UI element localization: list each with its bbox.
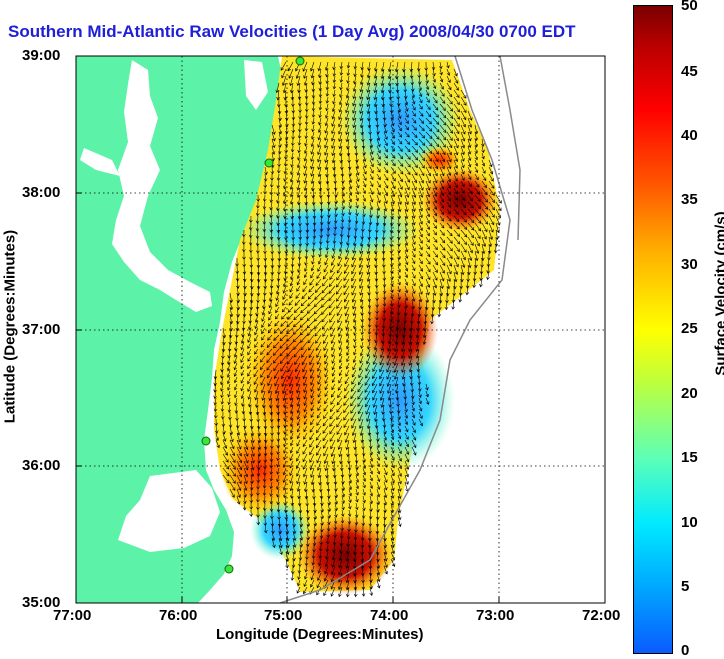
radar-site-marker [295, 56, 305, 66]
low-speed-region [340, 65, 460, 175]
colorbar-tick-label: 5 [681, 578, 690, 595]
high-speed-core [297, 515, 393, 595]
y-tick-label: 37:00 [22, 321, 61, 338]
pamlico-sound [118, 470, 220, 552]
delaware-bay [244, 60, 268, 110]
bathymetry-contour [279, 56, 511, 603]
axis-tick-marks [76, 192, 500, 603]
x-tick-label: 72:00 [582, 607, 621, 624]
chesapeake-bay [112, 60, 212, 312]
radar-site-marker [264, 158, 274, 168]
colorbar-tick-label: 15 [681, 449, 698, 466]
low-speed-region [345, 330, 455, 470]
y-tick-label: 35:00 [22, 594, 61, 611]
x-tick-label: 75:00 [264, 607, 303, 624]
y-tick-label: 39:00 [22, 47, 61, 64]
bathymetry-contour [499, 56, 521, 241]
velocity-arrow-set [213, 61, 502, 598]
velocity-arrows [213, 61, 502, 598]
y-tick-label: 38:00 [22, 184, 61, 201]
colorbar-tick-label: 50 [681, 0, 698, 14]
x-tick-label: 74:00 [370, 607, 409, 624]
map-title: Southern Mid-Atlantic Raw Velocities (1 … [8, 22, 576, 41]
title-overlap-mask [600, 18, 632, 44]
y-axis-label: Latitude (Degrees:Minutes) [1, 229, 19, 424]
y-tick-label: 36:00 [22, 457, 61, 474]
graticule [76, 56, 605, 603]
colorbar-tick-label: 35 [681, 191, 698, 208]
x-tick-label: 77:00 [53, 607, 92, 624]
colorbar-tick-label: 10 [681, 514, 698, 531]
colorbar-tick-label: 25 [681, 320, 698, 337]
x-axis-label: Longitude (Degrees:Minutes) [216, 626, 424, 643]
colorbar-label: Surface Velocity (cm/s) [712, 211, 724, 376]
radar-site-marker [201, 436, 211, 446]
colorbar-tick-label: 0 [681, 642, 690, 659]
radar-sites [201, 56, 305, 574]
colorbar-tick-label: 45 [681, 63, 698, 80]
radar-site-marker [224, 564, 234, 574]
inland-river [80, 148, 120, 176]
colorbar-tick-label: 20 [681, 385, 698, 402]
x-tick-label: 76:00 [159, 607, 198, 624]
colorbar-tick-label: 30 [681, 256, 698, 273]
colorbar [633, 5, 673, 654]
colorbar-tick-label: 40 [681, 127, 698, 144]
x-tick-label: 73:00 [476, 607, 515, 624]
